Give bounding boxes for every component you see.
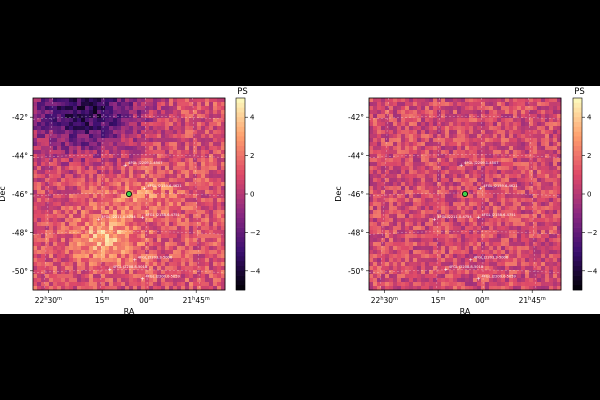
source-marker: +: [476, 276, 481, 282]
y-tick-label: -44°: [12, 152, 28, 161]
colorbar-label: PS: [574, 87, 585, 97]
source-marker: +: [140, 276, 145, 282]
source-label: 4FGL J2203.3-5006: [138, 255, 173, 259]
grid-line-ra: [145, 97, 148, 291]
target-marker: [461, 191, 468, 198]
source-label: 4FGL J2208.8-5018: [113, 265, 148, 269]
colorbar-tick-label: 4: [587, 114, 592, 122]
y-tick-label: -46°: [12, 190, 28, 199]
source-marker: +: [478, 186, 483, 192]
source-marker: +: [140, 215, 145, 221]
colorbar: [236, 98, 245, 291]
source-marker: +: [96, 217, 101, 223]
source-label: 4FGL J2159.6-4621: [483, 184, 517, 188]
y-axis-label: Dec: [334, 186, 343, 201]
heatmap-right: [369, 98, 562, 291]
colorbar-tick-label: 0: [587, 191, 591, 199]
source-label: 4FGL J2200.0-5059: [481, 274, 516, 278]
colorbar-tick-label: 4: [250, 114, 255, 122]
grid-line-ra: [192, 97, 200, 291]
source-label: 4FGL J2211.0-4754: [101, 215, 136, 219]
grid-line-ra: [481, 97, 484, 291]
source-label: 4FGL J2159.6-4621: [147, 184, 181, 188]
chart-panel-left: -42° -44° -46° -48° -50° 22h30m 15m 00m 21h45m RA…: [0, 87, 261, 316]
x-tick-label: 22h30m: [371, 296, 398, 305]
colorbar-tick-label: −2: [587, 229, 597, 237]
grid-line-dec: [32, 231, 226, 235]
y-tick-label: -50°: [12, 267, 28, 276]
y-axis-label: Dec: [0, 186, 7, 201]
source-marker: +: [476, 215, 481, 221]
colorbar-tick-label: −4: [250, 267, 261, 275]
source-marker: +: [142, 186, 147, 192]
source-marker: +: [432, 217, 437, 223]
grid-line-dec: [368, 269, 562, 274]
colorbar-tick-label: −4: [587, 267, 598, 275]
source-marker: +: [459, 163, 464, 169]
source-label: 4FGL J2211.0-4754: [437, 215, 472, 219]
grid-line-dec: [368, 115, 562, 120]
source-label: 4FGL J2203.3-5006: [474, 255, 509, 259]
x-tick-label: 21h45m: [519, 296, 546, 305]
source-label: 4FGL J2209.1-4507: [128, 161, 162, 165]
colorbar-tick-label: 2: [587, 152, 591, 160]
colorbar-tick-label: 2: [250, 152, 254, 160]
source-marker: +: [107, 267, 112, 273]
source-marker: +: [468, 257, 473, 263]
grid-line-ra: [43, 97, 53, 291]
colorbar-tick-label: −2: [250, 229, 260, 237]
figure-canvas: -42° -44° -46° -48° -50° 22h30m 15m 00m 21h45m RA…: [0, 87, 598, 316]
source-label: 4FGL J2158.6-4751: [145, 213, 179, 217]
chart-panel-right: -42° -44° -46° -48° -50° 22h30m 15m 00m 21h45m RA…: [334, 87, 598, 316]
grid-line-ra: [528, 97, 536, 291]
source-label: 4FGL J2209.1-4507: [464, 161, 498, 165]
source-label: 4FGL J2208.8-5018: [449, 265, 484, 269]
grid-line-dec: [32, 154, 226, 158]
source-label: 4FGL J2158.6-4751: [481, 213, 515, 217]
colorbar-label: PS: [237, 87, 248, 97]
source-marker: +: [443, 267, 448, 273]
y-tick-label: -50°: [348, 267, 364, 276]
source-marker: +: [132, 257, 137, 263]
grid-line-ra: [436, 97, 440, 291]
grid-line-dec: [368, 154, 562, 158]
x-tick-label: 15m: [95, 296, 110, 305]
source-label: 4FGL J2200.0-5059: [145, 274, 180, 278]
grid-line-dec: [32, 115, 226, 120]
y-tick-label: -42°: [348, 113, 364, 122]
y-tick-label: -48°: [12, 228, 28, 237]
x-tick-label: 00m: [475, 296, 490, 305]
x-axis-label: RA: [460, 307, 471, 314]
grid-line-ra: [379, 97, 389, 291]
x-tick-label: 15m: [431, 296, 446, 305]
colorbar: [573, 98, 582, 291]
x-tick-label: 22h30m: [35, 296, 62, 305]
y-tick-label: -48°: [348, 228, 364, 237]
grid-line-dec: [32, 269, 226, 274]
y-tick-label: -44°: [348, 152, 364, 161]
x-tick-label: 00m: [139, 296, 154, 305]
figure: -42° -44° -46° -48° -50° 22h30m 15m 00m 21h45m RA…: [0, 86, 600, 316]
x-axis-label: RA: [124, 307, 135, 314]
y-tick-label: -42°: [12, 113, 28, 122]
grid-line-dec: [368, 231, 562, 235]
target-marker: [126, 191, 133, 198]
x-tick-label: 21h45m: [183, 296, 210, 305]
y-tick-label: -46°: [348, 190, 364, 199]
heatmap-left: [33, 98, 226, 291]
grid-line-ra: [100, 97, 104, 291]
colorbar-tick-label: 0: [250, 191, 254, 199]
source-marker: +: [123, 163, 128, 169]
